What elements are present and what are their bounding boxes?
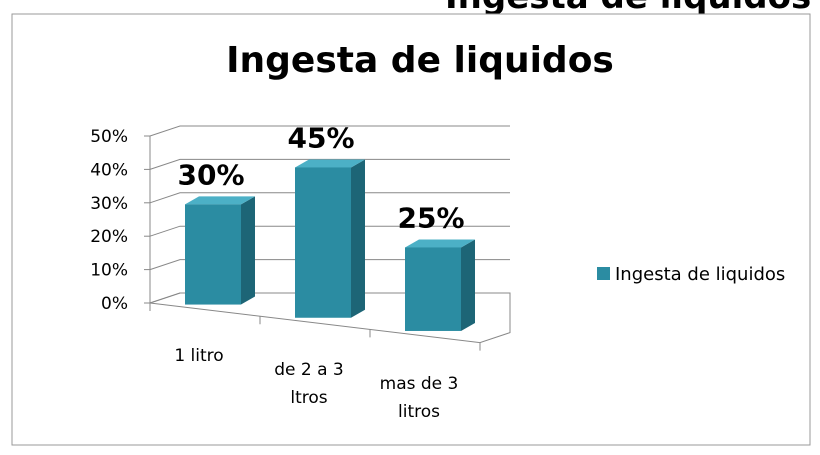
y-tick-label: 30%	[90, 194, 128, 214]
x-tick-label: 1 litro	[174, 346, 223, 366]
grid-line	[149, 192, 510, 204]
bar	[295, 159, 365, 318]
x-tick-label: de 2 a 3 ltros	[274, 360, 344, 408]
y-tick-label: 10%	[90, 261, 128, 281]
grid-line	[149, 125, 510, 137]
bar-top	[185, 196, 255, 205]
floor	[149, 292, 511, 344]
y-tick-label: 0%	[101, 294, 128, 314]
bar-front	[185, 204, 241, 305]
bar	[185, 196, 255, 305]
legend-label: Ingesta de liquidos	[615, 264, 785, 285]
data-label: 45%	[287, 121, 354, 154]
bar-front	[295, 167, 351, 318]
chart-title: Ingesta de liquidos	[226, 40, 614, 81]
chart-frame	[11, 13, 811, 446]
grid-line	[149, 259, 510, 271]
bar-side	[241, 196, 255, 305]
data-label: 25%	[397, 201, 464, 234]
data-label: 30%	[177, 158, 244, 191]
bar	[405, 239, 475, 331]
y-tick-label: 20%	[90, 227, 128, 247]
legend-swatch	[597, 267, 610, 280]
grid-line	[149, 158, 510, 170]
bar-top	[405, 239, 475, 248]
bar-side	[351, 159, 365, 318]
bar-side	[461, 239, 475, 331]
bar-front	[405, 247, 461, 331]
page-heading: Ingesta de liquidos	[445, 0, 811, 17]
x-tick-label: mas de 3 litros	[380, 374, 459, 422]
bar-top	[295, 159, 365, 168]
y-tick-label: 40%	[90, 160, 128, 180]
grid-line	[149, 225, 510, 237]
y-tick-label: 50%	[90, 127, 128, 147]
